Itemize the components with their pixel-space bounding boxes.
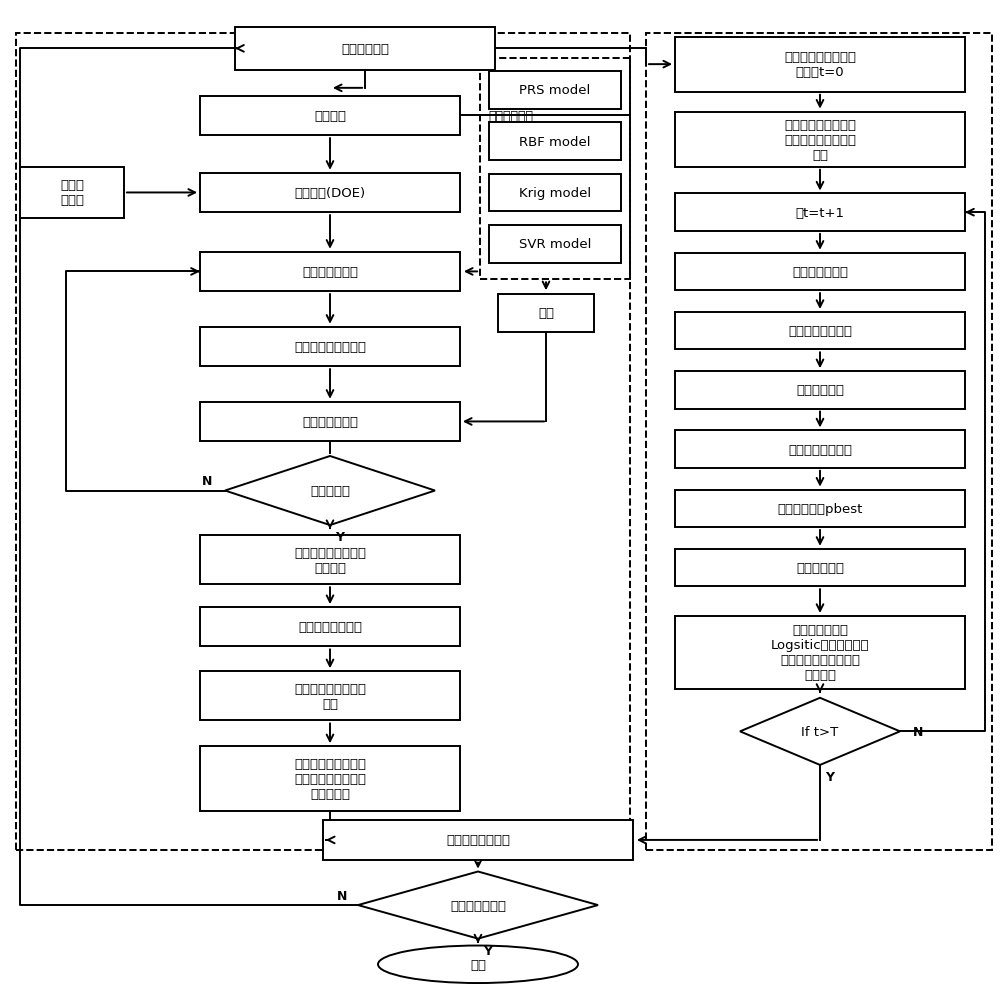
Text: 初始化响应模型: 初始化响应模型 xyxy=(302,415,358,429)
Bar xyxy=(675,37,965,93)
Text: Y: Y xyxy=(336,530,344,544)
Ellipse shape xyxy=(378,946,578,983)
Text: 输出最优参数组合: 输出最优参数组合 xyxy=(446,833,510,847)
Text: 选取精度最高的近似
模型: 选取精度最高的近似 模型 xyxy=(294,682,366,710)
Text: If t>T: If t>T xyxy=(801,725,839,739)
Text: 分别输出构建成功的
近似模型: 分别输出构建成功的 近似模型 xyxy=(294,546,366,574)
Text: N: N xyxy=(202,474,212,488)
Text: 计算适应度函数值，
更新个体极值和全局
极值: 计算适应度函数值， 更新个体极值和全局 极值 xyxy=(784,118,856,162)
Text: 样本选取: 样本选取 xyxy=(314,109,346,123)
Text: SVR model: SVR model xyxy=(519,238,591,251)
Text: 选取随机样本: 选取随机样本 xyxy=(488,109,533,123)
Text: 优化问题定义: 优化问题定义 xyxy=(341,42,389,56)
Bar xyxy=(200,327,460,367)
Bar xyxy=(200,535,460,585)
Text: 计算适应度函数值: 计算适应度函数值 xyxy=(788,324,852,338)
Text: 是否合格？: 是否合格？ xyxy=(310,484,350,498)
Bar xyxy=(235,28,495,71)
Bar xyxy=(675,549,965,587)
Polygon shape xyxy=(225,457,435,526)
Bar xyxy=(200,746,460,811)
Text: Krig model: Krig model xyxy=(519,186,591,200)
Bar xyxy=(675,112,965,168)
Text: N: N xyxy=(337,888,347,902)
Bar xyxy=(675,313,965,350)
Text: 更新全局最优: 更新全局最优 xyxy=(796,561,844,575)
Bar xyxy=(200,252,460,292)
Bar xyxy=(489,72,621,109)
Bar xyxy=(489,226,621,263)
Bar xyxy=(20,168,124,219)
Polygon shape xyxy=(358,872,598,939)
Bar xyxy=(480,59,630,280)
Bar xyxy=(498,295,594,332)
Text: 更新个体极值: 更新个体极值 xyxy=(796,384,844,397)
Text: Y: Y xyxy=(826,770,834,784)
Bar xyxy=(675,253,965,291)
Text: 初始化种群及算法参
数，令t=0: 初始化种群及算法参 数，令t=0 xyxy=(784,51,856,79)
Bar xyxy=(675,431,965,468)
Text: 正交实
验设计: 正交实 验设计 xyxy=(60,179,84,207)
Text: RBF model: RBF model xyxy=(519,135,591,149)
Bar xyxy=(16,34,630,850)
Text: 用高精度近似模型得
到目标函数与约束条
件的表达式: 用高精度近似模型得 到目标函数与约束条 件的表达式 xyxy=(294,757,366,801)
Bar xyxy=(200,402,460,442)
Text: 检验: 检验 xyxy=(538,307,554,320)
Bar xyxy=(200,174,460,213)
Text: 令t=t+1: 令t=t+1 xyxy=(796,206,844,220)
Text: 速度、位置更新: 速度、位置更新 xyxy=(792,265,848,279)
Text: N: N xyxy=(913,725,923,739)
Text: Y: Y xyxy=(484,944,492,957)
Bar xyxy=(675,194,965,232)
Bar xyxy=(489,123,621,161)
Text: 验证优化结果？: 验证优化结果？ xyxy=(450,898,506,912)
Text: 对全局极值进行
Logsitic映射，计算适
应度函数值并再次更新
全局极值: 对全局极值进行 Logsitic映射，计算适 应度函数值并再次更新 全局极值 xyxy=(771,624,869,681)
Bar xyxy=(200,671,460,721)
Bar xyxy=(675,372,965,409)
Text: 个体极值烟花爆炸: 个体极值烟花爆炸 xyxy=(788,443,852,457)
Bar xyxy=(489,175,621,212)
Bar xyxy=(646,34,992,850)
Bar xyxy=(675,490,965,528)
Text: 近似模型精度对比: 近似模型精度对比 xyxy=(298,620,362,634)
Text: 结束: 结束 xyxy=(470,957,486,971)
Text: 更新个体极值pbest: 更新个体极值pbest xyxy=(777,502,863,516)
Bar xyxy=(200,97,460,136)
Text: 实验设计(DOE): 实验设计(DOE) xyxy=(294,186,366,200)
Bar xyxy=(675,616,965,689)
Bar xyxy=(200,607,460,647)
Text: PRS model: PRS model xyxy=(519,84,591,98)
Bar xyxy=(323,820,633,860)
Polygon shape xyxy=(740,698,900,765)
Text: 代理模型的选取: 代理模型的选取 xyxy=(302,265,358,279)
Text: 参数设置及模型构建: 参数设置及模型构建 xyxy=(294,340,366,354)
